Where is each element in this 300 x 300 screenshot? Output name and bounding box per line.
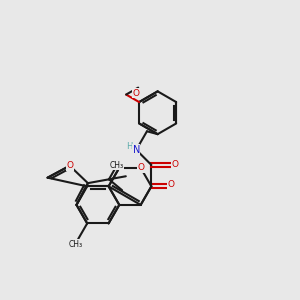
Text: H: H	[127, 142, 133, 151]
Text: O: O	[132, 88, 139, 98]
Text: O: O	[171, 160, 178, 169]
Text: O: O	[66, 161, 73, 170]
Text: O: O	[137, 163, 144, 172]
Text: CH₃: CH₃	[109, 161, 123, 170]
Text: CH₃: CH₃	[69, 240, 83, 249]
Text: N: N	[133, 145, 140, 155]
Text: O: O	[167, 180, 174, 189]
